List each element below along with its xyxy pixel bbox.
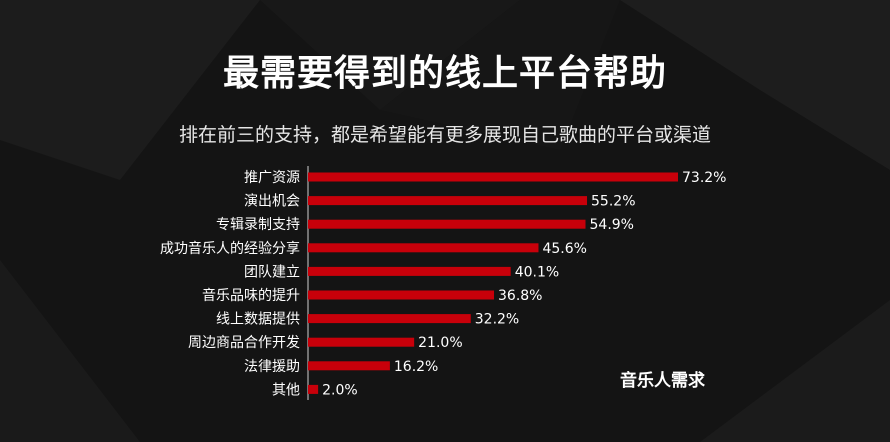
category-label: 音乐品味的提升 <box>202 287 300 304</box>
category-label: 演出机会 <box>244 194 300 210</box>
bar <box>308 172 678 182</box>
bar <box>308 384 319 394</box>
bar <box>308 196 588 206</box>
category-label: 成功音乐人的经验分享 <box>160 240 300 257</box>
page-subtitle: 排在前三的支持，都是希望能有更多展现自己歌曲的平台或渠道 <box>178 124 711 146</box>
bar <box>308 219 586 229</box>
category-label: 法律援助 <box>244 359 300 375</box>
value-label: 21.0% <box>418 335 462 351</box>
bar <box>308 266 511 276</box>
value-label: 40.1% <box>515 264 559 280</box>
value-label: 55.2% <box>591 194 635 210</box>
value-label: 32.2% <box>475 312 519 328</box>
bar <box>308 361 390 371</box>
page-title: 最需要得到的线上平台帮助 <box>222 53 667 94</box>
bar <box>308 290 495 300</box>
category-label: 专辑录制支持 <box>216 217 300 233</box>
value-label: 45.6% <box>542 241 586 257</box>
category-label: 其他 <box>272 382 300 398</box>
value-label: 16.2% <box>394 359 438 375</box>
category-label: 线上数据提供 <box>216 312 300 328</box>
chart-annotation: 音乐人需求 <box>620 371 705 391</box>
category-label: 团队建立 <box>244 264 300 280</box>
value-label: 2.0% <box>322 382 358 398</box>
bar <box>308 314 471 324</box>
value-label: 36.8% <box>498 288 542 304</box>
category-label: 周边商品合作开发 <box>188 335 300 351</box>
bar <box>308 243 539 253</box>
bar <box>308 337 415 347</box>
value-label: 54.9% <box>590 217 634 233</box>
value-label: 73.2% <box>682 170 726 186</box>
category-label: 推广资源 <box>244 170 300 186</box>
